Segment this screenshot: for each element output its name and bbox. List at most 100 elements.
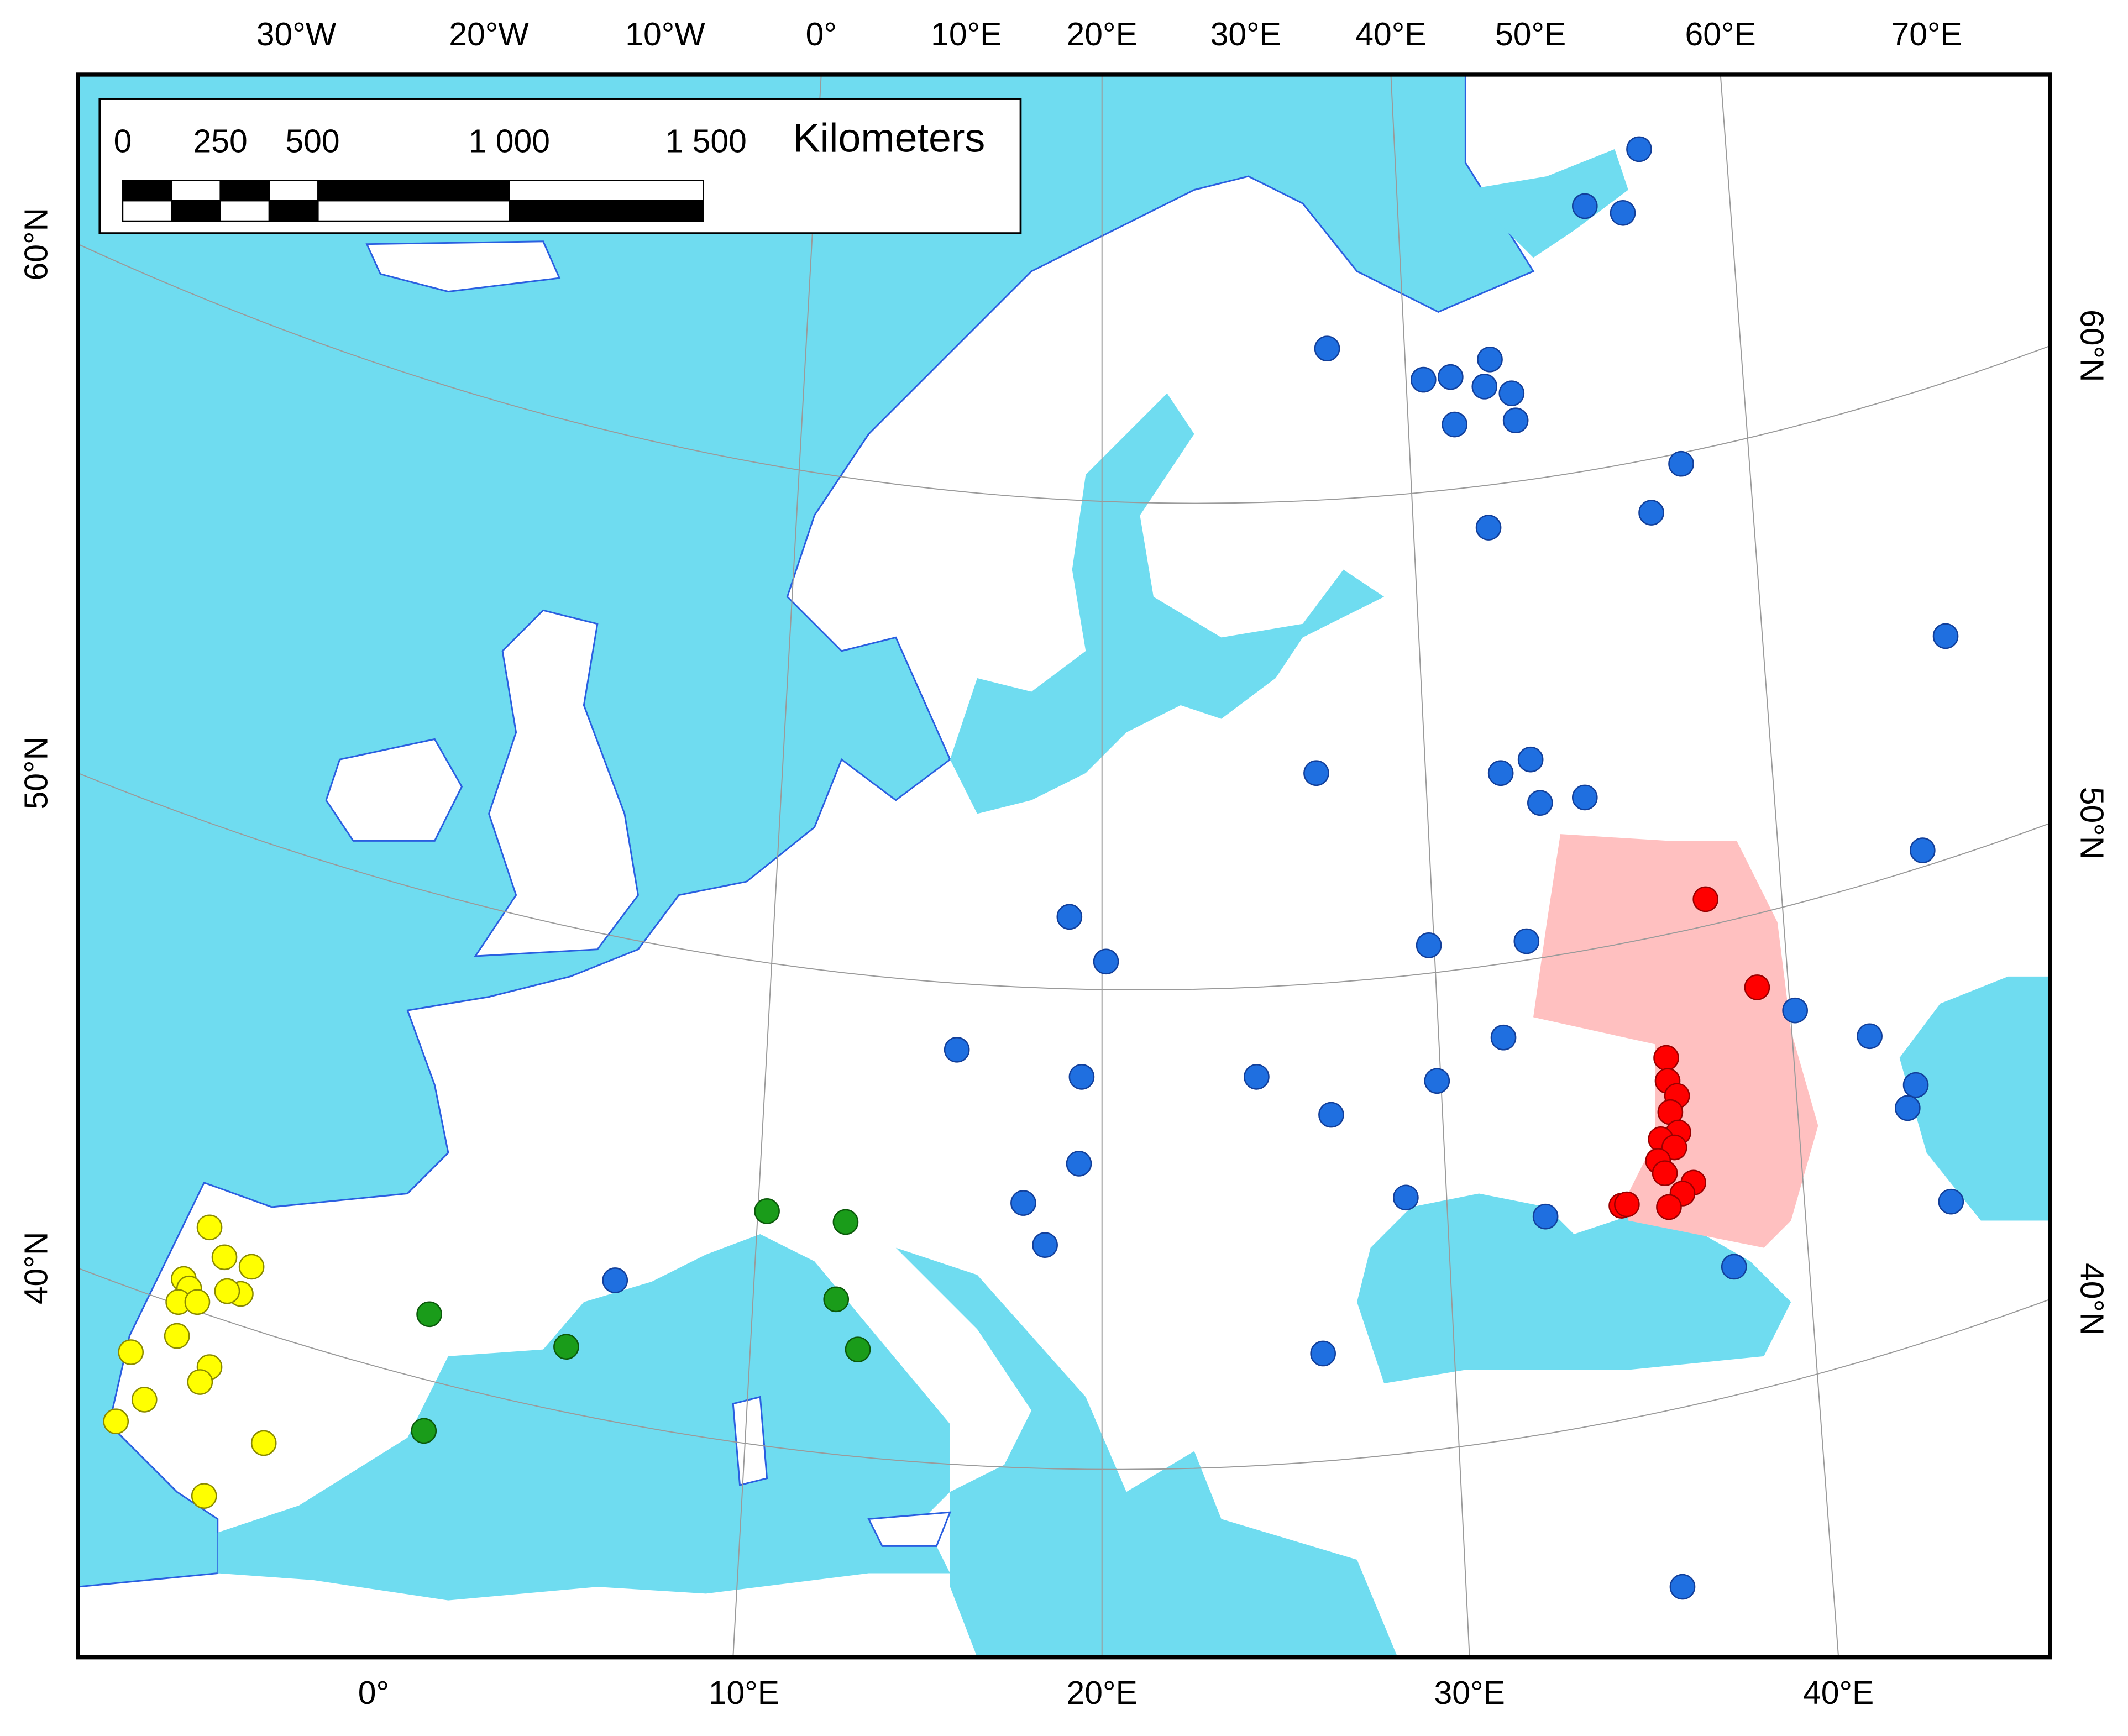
occurrence-dot [1652, 1160, 1678, 1186]
occurrence-dot [1244, 1064, 1270, 1090]
occurrence-dot [1010, 1190, 1036, 1216]
occurrence-dot [191, 1483, 217, 1509]
occurrence-dot [1638, 500, 1664, 526]
bottom-axis-label: 30°E [1434, 1675, 1505, 1711]
labels: 30°W 20°W 10°W 0° 10°E 20°E 30°E 40°E 50°E 60°E 70… [18, 17, 2109, 1711]
occurrence-dot [754, 1198, 780, 1224]
scale-label: 0 [114, 124, 132, 160]
occurrence-dot [1477, 346, 1503, 373]
occurrence-dot [196, 1214, 223, 1241]
top-axis-label: 10°W [625, 17, 705, 53]
top-axis-label: 40°E [1355, 17, 1426, 53]
occurrence-dot [1517, 746, 1544, 773]
occurrence-dot [1093, 948, 1119, 975]
occurrence-dot [1475, 515, 1502, 541]
occurrence-dot [1487, 760, 1514, 786]
occurrence-points [103, 136, 1964, 1600]
scale-bar [98, 98, 1022, 234]
occurrence-dot [1721, 1254, 1747, 1280]
occurrence-dot [1513, 928, 1540, 954]
occurrence-dot [118, 1339, 144, 1365]
graticule [77, 74, 2051, 1658]
scale-segment [171, 180, 221, 202]
scale-segment [268, 200, 319, 222]
inland-seas [217, 149, 2050, 1658]
scale-unit: Kilometers [793, 115, 986, 161]
occurrence-dot [1782, 997, 1808, 1024]
scale-segment [219, 180, 270, 202]
occurrence-dot [238, 1254, 265, 1280]
occurrence-dot [1527, 790, 1553, 816]
occurrence-dot [164, 1323, 190, 1349]
top-axis-label: 60°E [1685, 17, 1756, 53]
bottom-axis-label: 40°E [1803, 1675, 1874, 1711]
occurrence-dot [553, 1334, 579, 1360]
occurrence-dot [411, 1418, 437, 1444]
top-axis-label: 30°W [256, 17, 337, 53]
occurrence-dot [1393, 1184, 1419, 1211]
occurrence-dot [1692, 886, 1719, 912]
occurrence-dot [823, 1286, 850, 1313]
occurrence-dot [103, 1408, 129, 1435]
occurrence-dot [1424, 1068, 1450, 1094]
map-frame [76, 72, 2052, 1660]
scale-label: 500 [285, 124, 339, 160]
occurrence-dot [1056, 904, 1083, 930]
occurrence-dot [1668, 450, 1694, 477]
occurrence-dot [1410, 366, 1437, 393]
occurrence-dot [1902, 1072, 1929, 1098]
top-axis-label: 30°E [1210, 17, 1281, 53]
occurrence-dot [1656, 1194, 1682, 1220]
right-axis-label: 40°N [2074, 1263, 2110, 1336]
occurrence-dot [416, 1301, 442, 1328]
occurrence-dot [1571, 784, 1598, 811]
occurrence-dot [1857, 1023, 1883, 1050]
occurrence-dot [1310, 1340, 1336, 1367]
occurrence-dot [187, 1369, 213, 1395]
scale-segment [317, 200, 510, 222]
occurrence-dot [944, 1037, 970, 1063]
scale-segment [122, 180, 172, 202]
occurrence-dot [1416, 932, 1442, 958]
left-axis-label: 40°N [18, 1232, 54, 1305]
occurrence-dot [131, 1387, 158, 1413]
occurrence-dot [1303, 760, 1329, 786]
scale-segment [171, 200, 221, 222]
occurrence-dot [1318, 1102, 1344, 1128]
highlighted-region [1533, 834, 1818, 1248]
left-axis-label: 50°N [18, 737, 54, 810]
top-axis-label: 20°E [1067, 17, 1138, 53]
occurrence-dot [1066, 1151, 1092, 1177]
scale-segment [122, 200, 172, 222]
occurrence-dot [1498, 380, 1525, 406]
occurrence-dot [1502, 407, 1529, 434]
bottom-axis-label: 20°E [1067, 1675, 1138, 1711]
occurrence-dot [1068, 1064, 1095, 1090]
scale-segment [509, 200, 704, 222]
occurrence-dot [1744, 974, 1770, 1000]
occurrence-dot [211, 1244, 238, 1271]
top-axis-label: 10°E [931, 17, 1002, 53]
scale-segment [268, 180, 319, 202]
occurrence-dot [845, 1336, 871, 1362]
top-axis-label: 70°E [1891, 17, 1962, 53]
scale-segments [122, 180, 704, 222]
occurrence-dot [1571, 193, 1598, 219]
bottom-axis-label: 10°E [709, 1675, 779, 1711]
occurrence-dot [1032, 1232, 1058, 1258]
occurrence-dot [184, 1289, 211, 1315]
occurrence-dot [1614, 1191, 1640, 1218]
scale-label: 1 000 [469, 124, 550, 160]
occurrence-dot [1932, 623, 1959, 649]
occurrence-dot [1442, 411, 1468, 438]
left-axis-label: 60°N [18, 208, 54, 281]
top-axis-label: 50°E [1495, 17, 1566, 53]
top-axis-label: 20°W [449, 17, 529, 53]
occurrence-dot [214, 1278, 240, 1304]
occurrence-dot [250, 1430, 277, 1456]
occurrence-dot [1910, 837, 1936, 863]
occurrence-dot [1610, 200, 1636, 226]
top-axis-label: 0° [806, 17, 837, 53]
occurrence-dot [1532, 1203, 1559, 1230]
